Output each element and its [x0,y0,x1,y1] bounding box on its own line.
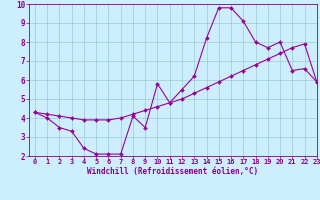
X-axis label: Windchill (Refroidissement éolien,°C): Windchill (Refroidissement éolien,°C) [87,167,258,176]
